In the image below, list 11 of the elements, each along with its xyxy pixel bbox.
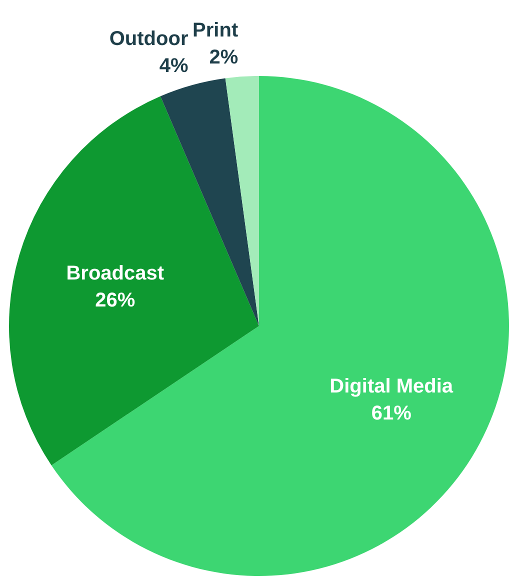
data-label: 26% — [95, 290, 136, 312]
data-label: 61% — [371, 402, 412, 425]
pie-slice — [51, 76, 509, 576]
pie-slice — [9, 96, 259, 466]
data-label: 2% — [209, 46, 238, 69]
pie-slice — [225, 76, 259, 326]
slice-label: Outdoor — [109, 28, 188, 50]
slice-label: Broadcast — [66, 262, 164, 285]
slice-label: Print — [192, 20, 238, 42]
data-label: 4% — [159, 55, 188, 78]
slice-label: Digital Media — [330, 376, 454, 398]
